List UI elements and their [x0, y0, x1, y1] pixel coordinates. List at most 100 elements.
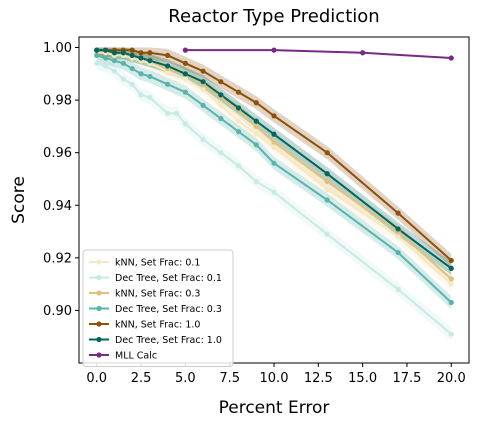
point-dec-tree-set-frac-0-3	[448, 299, 454, 306]
point-knn-set-frac-0-1	[218, 102, 224, 108]
legend-label: kNN, Set Frac: 0.1	[115, 258, 200, 269]
point-dec-tree-set-frac-0-3	[235, 129, 242, 135]
legend-swatch-marker	[96, 290, 102, 296]
point-dec-tree-set-frac-1-0	[120, 50, 126, 56]
point-dec-tree-set-frac-0-3	[94, 52, 100, 59]
point-dec-tree-set-frac-0-3	[147, 73, 153, 80]
x-axis-ticks: 0.0 2.5 5.0 7.5 10.0 12.5 15.0 17.5 20.0	[86, 363, 466, 386]
legend-swatch-marker	[96, 274, 102, 281]
point-dec-tree-set-frac-0-1	[102, 63, 109, 69]
legend-label: kNN, Set Frac: 1.0	[115, 320, 200, 331]
point-dec-tree-set-frac-0-3	[253, 142, 259, 148]
point-knn-set-frac-1-0	[138, 50, 144, 56]
point-dec-tree-set-frac-1-0	[182, 71, 188, 77]
point-dec-tree-set-frac-1-0	[448, 265, 454, 271]
point-dec-tree-set-frac-0-3	[324, 197, 330, 203]
point-dec-tree-set-frac-0-1	[182, 121, 188, 127]
point-dec-tree-set-frac-0-1	[200, 136, 206, 143]
legend-label: Dec Tree, Set Frac: 1.0	[115, 335, 222, 346]
point-dec-tree-set-frac-1-0	[147, 58, 153, 64]
point-dec-tree-set-frac-0-1	[235, 163, 242, 169]
y-axis-ticks: 0.90 0.92 0.94 0.96 0.98 1.00	[43, 41, 79, 319]
point-knn-set-frac-0-1	[182, 76, 188, 82]
point-dec-tree-set-frac-1-0	[218, 92, 224, 98]
point-knn-set-frac-1-0	[147, 50, 153, 56]
chart-title: Reactor Type Prediction	[168, 6, 379, 27]
point-dec-tree-set-frac-0-1	[138, 92, 144, 98]
point-dec-tree-set-frac-0-3	[120, 60, 126, 66]
point-dec-tree-set-frac-1-0	[271, 131, 277, 137]
x-tick-label: 0.0	[86, 371, 107, 386]
point-dec-tree-set-frac-1-0	[165, 63, 171, 69]
band-dec-tree-set-frac-0-3	[96, 48, 452, 310]
point-dec-tree-set-frac-0-3	[129, 65, 135, 72]
point-dec-tree-set-frac-0-3	[102, 55, 109, 61]
point-dec-tree-set-frac-1-0	[235, 105, 242, 111]
legend-swatch-marker	[96, 321, 102, 327]
point-dec-tree-set-frac-1-0	[111, 50, 118, 56]
legend-label: Dec Tree, Set Frac: 0.1	[115, 273, 222, 284]
point-knn-set-frac-0-3	[271, 139, 277, 145]
point-knn-set-frac-0-1	[235, 118, 242, 124]
x-tick-label: 7.5	[219, 371, 240, 386]
point-knn-set-frac-1-0	[200, 68, 206, 74]
legend: kNN, Set Frac: 0.1 Dec Tree, Set Frac: 0.…	[82, 249, 234, 367]
point-knn-set-frac-0-1	[271, 144, 277, 151]
legend-item: kNN, Set Frac: 0.3	[89, 289, 200, 300]
point-dec-tree-set-frac-0-3	[182, 89, 188, 95]
legend-label: MLL Calc	[115, 351, 157, 362]
legend-item: Dec Tree, Set Frac: 1.0	[89, 335, 222, 346]
legend-item: MLL Calc	[89, 351, 157, 362]
legend-item: Dec Tree, Set Frac: 0.3	[89, 304, 222, 315]
point-dec-tree-set-frac-0-1	[147, 94, 153, 101]
point-dec-tree-set-frac-0-1	[165, 110, 171, 116]
point-dec-tree-set-frac-0-3	[271, 160, 277, 166]
point-mll-calc	[182, 47, 188, 53]
point-knn-set-frac-1-0	[129, 47, 135, 53]
point-knn-set-frac-1-0	[253, 100, 259, 106]
point-dec-tree-set-frac-0-1	[173, 110, 180, 116]
point-dec-tree-set-frac-1-0	[200, 79, 206, 85]
point-knn-set-frac-0-3	[324, 178, 330, 185]
point-dec-tree-set-frac-1-0	[102, 47, 109, 53]
point-dec-tree-set-frac-0-3	[138, 71, 144, 77]
point-knn-set-frac-0-3	[253, 123, 259, 129]
point-dec-tree-set-frac-0-3	[218, 115, 224, 122]
band-dec-tree-set-frac-0-1	[96, 56, 452, 341]
point-knn-set-frac-1-0	[448, 257, 454, 264]
point-dec-tree-set-frac-0-1	[271, 189, 277, 195]
point-knn-set-frac-1-0	[324, 150, 330, 156]
legend-swatch-marker	[96, 352, 102, 358]
y-tick-label: 1.00	[43, 41, 72, 56]
series-points	[94, 47, 454, 337]
point-dec-tree-set-frac-0-1	[94, 60, 100, 66]
point-knn-set-frac-1-0	[182, 60, 188, 66]
point-dec-tree-set-frac-1-0	[129, 52, 135, 59]
legend-item: kNN, Set Frac: 1.0	[89, 320, 200, 331]
point-mll-calc	[271, 47, 277, 53]
point-dec-tree-set-frac-0-1	[253, 178, 259, 185]
point-dec-tree-set-frac-0-3	[200, 102, 206, 108]
x-tick-label: 5.0	[175, 371, 196, 386]
x-tick-label: 17.5	[392, 371, 421, 386]
point-dec-tree-set-frac-0-1	[120, 76, 126, 82]
point-knn-set-frac-1-0	[271, 113, 277, 119]
legend-item: Dec Tree, Set Frac: 0.1	[89, 273, 222, 284]
point-dec-tree-set-frac-1-0	[395, 226, 401, 232]
point-dec-tree-set-frac-1-0	[324, 171, 330, 177]
point-dec-tree-set-frac-0-3	[395, 249, 401, 256]
y-tick-label: 0.96	[43, 146, 72, 161]
point-mll-calc	[448, 55, 454, 61]
y-tick-label: 0.90	[43, 304, 72, 319]
point-knn-set-frac-0-1	[253, 131, 259, 137]
point-dec-tree-set-frac-0-1	[111, 68, 118, 74]
point-knn-set-frac-1-0	[218, 79, 224, 85]
point-knn-set-frac-0-3	[448, 276, 454, 282]
point-knn-set-frac-0-1	[448, 281, 454, 287]
y-tick-label: 0.94	[43, 199, 72, 214]
confidence-bands	[96, 47, 452, 341]
point-dec-tree-set-frac-0-1	[448, 331, 454, 337]
y-axis-label: Score	[9, 176, 29, 224]
point-dec-tree-set-frac-0-1	[324, 231, 330, 237]
point-knn-set-frac-0-1	[200, 86, 206, 93]
